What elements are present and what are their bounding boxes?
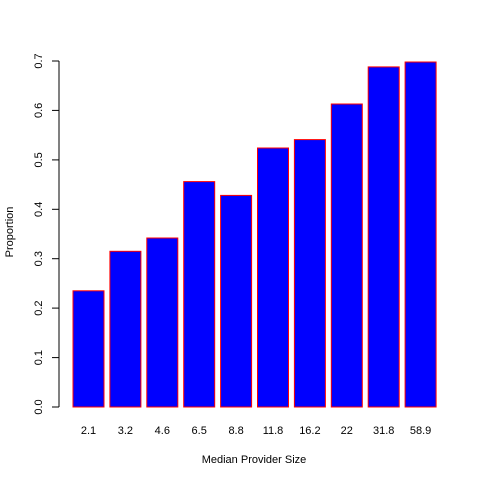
bars-group — [72, 61, 437, 408]
y-tick-label: 0.0 — [33, 399, 45, 414]
bar-11.8 — [257, 147, 289, 408]
bar-3.2 — [109, 250, 142, 408]
x-tick-label: 3.2 — [118, 425, 133, 437]
y-axis-title: Proportion — [4, 207, 16, 258]
y-tick-label: 0.6 — [33, 103, 45, 118]
bar-6.5 — [183, 181, 216, 408]
bar-16.2 — [293, 139, 326, 408]
y-tick-label: 0.4 — [33, 202, 45, 217]
x-tick-label: 11.8 — [263, 425, 284, 437]
x-axis-tick-labels: 2.1 3.2 4.6 6.5 8.8 11.8 16.2 22 31.8 58.9 — [81, 425, 431, 437]
bar-58.9 — [404, 61, 437, 408]
x-axis-title: Median Provider Size — [202, 454, 307, 466]
x-tick-label: 2.1 — [81, 425, 96, 437]
x-tick-label: 4.6 — [155, 425, 170, 437]
x-tick-label: 22 — [341, 425, 353, 437]
y-tick-label: 0.1 — [33, 350, 45, 365]
x-tick-label: 6.5 — [192, 425, 207, 437]
x-tick-label: 31.8 — [373, 425, 394, 437]
y-tick-label: 0.2 — [33, 300, 45, 315]
y-tick-label: 0.3 — [33, 251, 45, 266]
bar-4.6 — [146, 237, 179, 408]
x-tick-label: 8.8 — [228, 425, 243, 437]
y-tick-label: 0.7 — [33, 53, 45, 68]
x-tick-label: 16.2 — [299, 425, 320, 437]
bar-8.8 — [220, 194, 253, 408]
y-tick-label: 0.5 — [33, 152, 45, 167]
bar-22 — [330, 103, 363, 408]
bar-31.8 — [367, 66, 400, 408]
x-tick-label: 58.9 — [410, 425, 431, 437]
y-axis: 0.0 0.1 0.2 0.3 0.4 0.5 0.6 0.7 — [33, 53, 60, 415]
bar-2.1 — [72, 290, 105, 408]
